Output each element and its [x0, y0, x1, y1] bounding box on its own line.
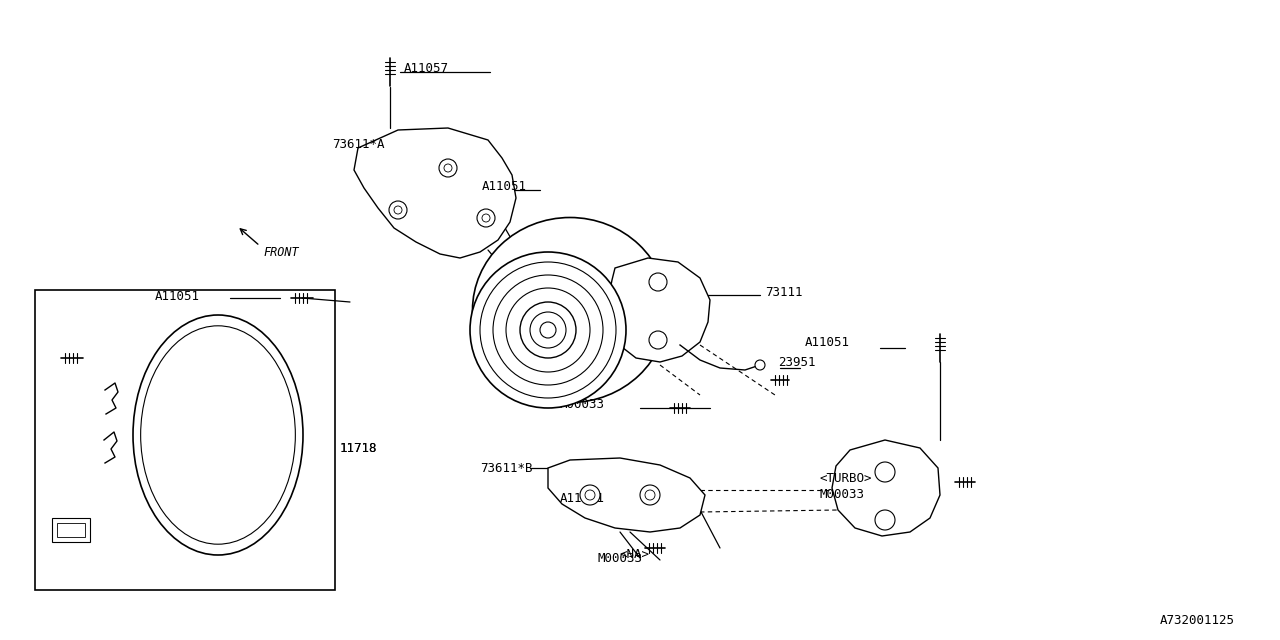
Text: A11057: A11057	[404, 61, 449, 74]
Circle shape	[755, 360, 765, 370]
Circle shape	[649, 273, 667, 291]
Text: 73611*A: 73611*A	[332, 138, 384, 152]
Text: 11718: 11718	[340, 442, 378, 454]
Circle shape	[470, 252, 626, 408]
Text: A732001125: A732001125	[1160, 614, 1235, 627]
Polygon shape	[608, 258, 710, 362]
Text: A11051: A11051	[561, 492, 605, 504]
Text: <TURBO>: <TURBO>	[820, 472, 873, 484]
Circle shape	[444, 164, 452, 172]
Circle shape	[645, 490, 655, 500]
Polygon shape	[832, 440, 940, 536]
Polygon shape	[355, 128, 516, 258]
Text: M00033: M00033	[561, 399, 605, 412]
Text: 23951: 23951	[778, 355, 815, 369]
Text: <NA>: <NA>	[620, 548, 650, 561]
Text: 11718: 11718	[340, 442, 378, 454]
Circle shape	[876, 510, 895, 530]
Text: A11051: A11051	[483, 180, 527, 193]
Circle shape	[439, 159, 457, 177]
Text: M00033: M00033	[598, 552, 643, 564]
Bar	[52, 518, 90, 542]
Circle shape	[585, 490, 595, 500]
Circle shape	[580, 485, 600, 505]
Text: A11051: A11051	[155, 289, 200, 303]
Circle shape	[389, 201, 407, 219]
Text: 73611*B: 73611*B	[480, 461, 532, 474]
Circle shape	[876, 462, 895, 482]
Text: A11051: A11051	[805, 335, 850, 349]
Polygon shape	[548, 458, 705, 532]
Text: FRONT: FRONT	[262, 246, 298, 259]
Circle shape	[477, 209, 495, 227]
Circle shape	[649, 331, 667, 349]
Circle shape	[520, 302, 576, 358]
Circle shape	[394, 206, 402, 214]
Circle shape	[640, 485, 660, 505]
Bar	[35, 290, 335, 590]
Ellipse shape	[472, 218, 667, 403]
Bar	[58, 523, 84, 537]
Circle shape	[483, 214, 490, 222]
Circle shape	[540, 322, 556, 338]
Text: M00033: M00033	[820, 488, 865, 502]
Text: 73111: 73111	[765, 285, 803, 298]
